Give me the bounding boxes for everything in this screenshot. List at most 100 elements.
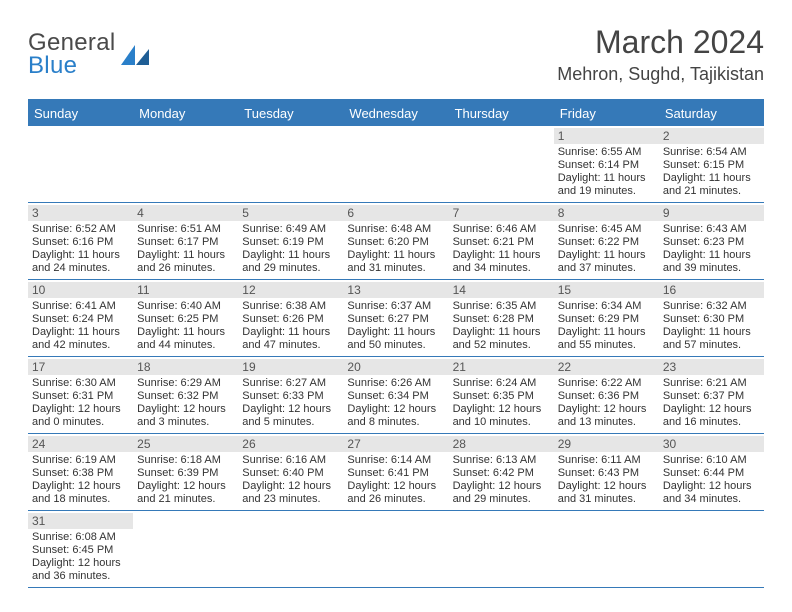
calendar-cell: 3Sunrise: 6:52 AMSunset: 6:16 PMDaylight… <box>28 203 133 279</box>
calendar-cell: 9Sunrise: 6:43 AMSunset: 6:23 PMDaylight… <box>659 203 764 279</box>
day-number: 31 <box>28 513 133 529</box>
sunrise-line: Sunrise: 6:35 AM <box>453 300 550 313</box>
daylight-line-2: and 16 minutes. <box>663 416 760 429</box>
calendar-cell: 31Sunrise: 6:08 AMSunset: 6:45 PMDayligh… <box>28 511 133 587</box>
sunrise-line: Sunrise: 6:30 AM <box>32 377 129 390</box>
sunrise-line: Sunrise: 6:22 AM <box>558 377 655 390</box>
calendar-cell: 2Sunrise: 6:54 AMSunset: 6:15 PMDaylight… <box>659 126 764 202</box>
sunset-line: Sunset: 6:44 PM <box>663 467 760 480</box>
calendar-cell: 26Sunrise: 6:16 AMSunset: 6:40 PMDayligh… <box>238 434 343 510</box>
weekday-header: Sunday <box>28 101 133 126</box>
calendar-cell: 1Sunrise: 6:55 AMSunset: 6:14 PMDaylight… <box>554 126 659 202</box>
daylight-line-1: Daylight: 12 hours <box>558 480 655 493</box>
daylight-line-1: Daylight: 11 hours <box>32 326 129 339</box>
sunset-line: Sunset: 6:42 PM <box>453 467 550 480</box>
sunset-line: Sunset: 6:45 PM <box>32 544 129 557</box>
daylight-line-2: and 36 minutes. <box>32 570 129 583</box>
daylight-line-1: Daylight: 11 hours <box>558 249 655 262</box>
sunset-line: Sunset: 6:33 PM <box>242 390 339 403</box>
daylight-line-2: and 24 minutes. <box>32 262 129 275</box>
calendar-week: 31Sunrise: 6:08 AMSunset: 6:45 PMDayligh… <box>28 511 764 588</box>
location-subtitle: Mehron, Sughd, Tajikistan <box>557 64 764 85</box>
daylight-line-1: Daylight: 12 hours <box>347 403 444 416</box>
weekday-header: Saturday <box>659 101 764 126</box>
day-number: 19 <box>238 359 343 375</box>
weekday-header: Thursday <box>449 101 554 126</box>
calendar-cell: 14Sunrise: 6:35 AMSunset: 6:28 PMDayligh… <box>449 280 554 356</box>
daylight-line-1: Daylight: 11 hours <box>558 326 655 339</box>
sunset-line: Sunset: 6:23 PM <box>663 236 760 249</box>
day-number: 20 <box>343 359 448 375</box>
day-number: 22 <box>554 359 659 375</box>
calendar-cell: 19Sunrise: 6:27 AMSunset: 6:33 PMDayligh… <box>238 357 343 433</box>
daylight-line-2: and 42 minutes. <box>32 339 129 352</box>
daylight-line-1: Daylight: 12 hours <box>32 480 129 493</box>
day-number: 21 <box>449 359 554 375</box>
calendar-cell: 13Sunrise: 6:37 AMSunset: 6:27 PMDayligh… <box>343 280 448 356</box>
daylight-line-2: and 47 minutes. <box>242 339 339 352</box>
sunrise-line: Sunrise: 6:52 AM <box>32 223 129 236</box>
daylight-line-1: Daylight: 12 hours <box>453 480 550 493</box>
daylight-line-2: and 55 minutes. <box>558 339 655 352</box>
day-number: 4 <box>133 205 238 221</box>
sunset-line: Sunset: 6:27 PM <box>347 313 444 326</box>
day-number: 6 <box>343 205 448 221</box>
sunrise-line: Sunrise: 6:37 AM <box>347 300 444 313</box>
day-number: 13 <box>343 282 448 298</box>
daylight-line-1: Daylight: 12 hours <box>137 480 234 493</box>
calendar-cell <box>449 511 554 587</box>
daylight-line-1: Daylight: 11 hours <box>242 249 339 262</box>
sunrise-line: Sunrise: 6:32 AM <box>663 300 760 313</box>
day-number: 16 <box>659 282 764 298</box>
weekday-header: Monday <box>133 101 238 126</box>
calendar-cell: 29Sunrise: 6:11 AMSunset: 6:43 PMDayligh… <box>554 434 659 510</box>
day-number: 12 <box>238 282 343 298</box>
calendar-cell <box>343 126 448 202</box>
sunset-line: Sunset: 6:43 PM <box>558 467 655 480</box>
daylight-line-2: and 34 minutes. <box>453 262 550 275</box>
calendar-week: 3Sunrise: 6:52 AMSunset: 6:16 PMDaylight… <box>28 203 764 280</box>
sunrise-line: Sunrise: 6:38 AM <box>242 300 339 313</box>
sunset-line: Sunset: 6:20 PM <box>347 236 444 249</box>
day-number: 27 <box>343 436 448 452</box>
sunrise-line: Sunrise: 6:21 AM <box>663 377 760 390</box>
calendar-cell: 23Sunrise: 6:21 AMSunset: 6:37 PMDayligh… <box>659 357 764 433</box>
daylight-line-1: Daylight: 12 hours <box>32 403 129 416</box>
daylight-line-1: Daylight: 11 hours <box>453 249 550 262</box>
calendar-cell <box>238 511 343 587</box>
daylight-line-1: Daylight: 11 hours <box>663 172 760 185</box>
sunset-line: Sunset: 6:34 PM <box>347 390 444 403</box>
sunrise-line: Sunrise: 6:46 AM <box>453 223 550 236</box>
day-number: 24 <box>28 436 133 452</box>
sunrise-line: Sunrise: 6:41 AM <box>32 300 129 313</box>
daylight-line-1: Daylight: 11 hours <box>137 249 234 262</box>
sunrise-line: Sunrise: 6:54 AM <box>663 146 760 159</box>
daylight-line-2: and 3 minutes. <box>137 416 234 429</box>
calendar-cell <box>238 126 343 202</box>
daylight-line-2: and 13 minutes. <box>558 416 655 429</box>
calendar-week: 24Sunrise: 6:19 AMSunset: 6:38 PMDayligh… <box>28 434 764 511</box>
sunrise-line: Sunrise: 6:11 AM <box>558 454 655 467</box>
daylight-line-1: Daylight: 12 hours <box>558 403 655 416</box>
sunset-line: Sunset: 6:22 PM <box>558 236 655 249</box>
daylight-line-2: and 21 minutes. <box>663 185 760 198</box>
daylight-line-2: and 26 minutes. <box>137 262 234 275</box>
sunrise-line: Sunrise: 6:40 AM <box>137 300 234 313</box>
calendar-cell: 25Sunrise: 6:18 AMSunset: 6:39 PMDayligh… <box>133 434 238 510</box>
sunset-line: Sunset: 6:32 PM <box>137 390 234 403</box>
calendar-week: 1Sunrise: 6:55 AMSunset: 6:14 PMDaylight… <box>28 126 764 203</box>
sunset-line: Sunset: 6:35 PM <box>453 390 550 403</box>
sunrise-line: Sunrise: 6:55 AM <box>558 146 655 159</box>
sunrise-line: Sunrise: 6:24 AM <box>453 377 550 390</box>
day-number: 9 <box>659 205 764 221</box>
daylight-line-2: and 8 minutes. <box>347 416 444 429</box>
calendar: SundayMondayTuesdayWednesdayThursdayFrid… <box>28 99 764 588</box>
day-number: 30 <box>659 436 764 452</box>
day-number: 18 <box>133 359 238 375</box>
calendar-cell: 30Sunrise: 6:10 AMSunset: 6:44 PMDayligh… <box>659 434 764 510</box>
calendar-cell: 15Sunrise: 6:34 AMSunset: 6:29 PMDayligh… <box>554 280 659 356</box>
calendar-cell: 18Sunrise: 6:29 AMSunset: 6:32 PMDayligh… <box>133 357 238 433</box>
sunset-line: Sunset: 6:40 PM <box>242 467 339 480</box>
daylight-line-2: and 37 minutes. <box>558 262 655 275</box>
daylight-line-1: Daylight: 12 hours <box>663 403 760 416</box>
